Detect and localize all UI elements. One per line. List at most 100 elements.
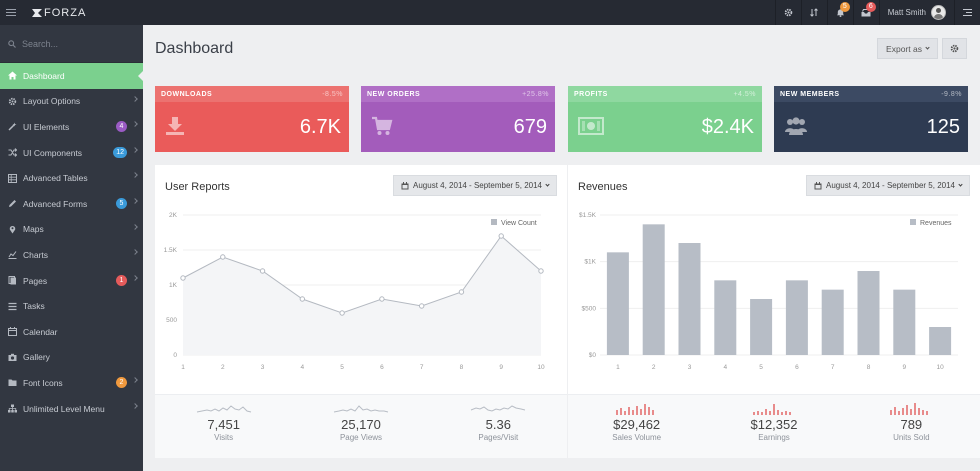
sidebar-toggle-button[interactable] xyxy=(0,0,22,25)
bar[interactable] xyxy=(929,327,952,355)
stat-card-header: PROFITS +4.5% xyxy=(568,86,762,102)
gear-icon xyxy=(784,8,793,17)
sidebar-badge: 1 xyxy=(116,274,127,286)
messages-button[interactable]: 6 xyxy=(852,0,879,25)
tasks-icon xyxy=(8,302,17,311)
downloads-card[interactable]: DOWNLOADS -8.5% 6.7K xyxy=(155,86,349,152)
stat-card-body: 6.7K xyxy=(155,102,349,152)
sidebar-item-label: Unlimited Level Menu xyxy=(23,403,105,414)
map-marker-icon xyxy=(8,225,17,234)
data-point[interactable] xyxy=(180,275,186,281)
data-point[interactable] xyxy=(339,310,345,316)
sidebar-item-ui-elements[interactable]: UI Elements 4 xyxy=(0,114,143,140)
stat-card-body: 679 xyxy=(361,102,555,152)
messages-badge: 6 xyxy=(865,2,876,12)
data-point[interactable] xyxy=(418,303,425,309)
sidebar-item-dashboard[interactable]: Dashboard xyxy=(0,63,144,89)
user-menu[interactable]: Matt Smith xyxy=(878,0,954,25)
stat-card-header: NEW MEMBERS -9.8% xyxy=(774,86,968,102)
data-point[interactable] xyxy=(259,268,266,274)
chevron-down-icon xyxy=(958,182,963,187)
cart-icon xyxy=(371,116,393,139)
notifications-button[interactable]: 5 xyxy=(826,0,853,25)
x-tick-label: 4 xyxy=(723,364,727,371)
bar[interactable] xyxy=(714,280,737,355)
settings-gear-button[interactable] xyxy=(942,38,967,59)
sidebar-item-label: Tasks xyxy=(23,301,45,312)
earnings-value: $12,352 xyxy=(750,417,798,432)
logo-mark-icon xyxy=(32,8,42,17)
search-input[interactable]: Search... xyxy=(22,38,59,49)
sidebar-item-advanced-tables[interactable]: Advanced Tables xyxy=(0,165,143,191)
page-views-stat: 25,170 Page Views xyxy=(292,395,429,458)
sidebar-badge: 5 xyxy=(116,197,127,209)
new-orders-card[interactable]: NEW ORDERS +25.8% 679 xyxy=(361,86,555,152)
bar-sparkline-icon xyxy=(752,404,791,415)
user-reports-date-range: August 4, 2014 - September 5, 2014 xyxy=(413,181,542,190)
sidebar-search[interactable]: Search... xyxy=(0,25,143,63)
sidebar-item-unlimited-level-menu[interactable]: Unlimited Level Menu xyxy=(0,396,143,422)
data-point[interactable] xyxy=(299,296,306,302)
data-point[interactable] xyxy=(538,268,544,274)
data-point[interactable] xyxy=(498,233,504,239)
logo[interactable]: FORZA xyxy=(32,7,86,19)
x-tick-label: 2 xyxy=(652,364,656,371)
chevron-right-icon xyxy=(132,146,138,153)
pages-icon xyxy=(8,276,17,285)
profits-card[interactable]: PROFITS +4.5% $2.4K xyxy=(568,86,762,152)
right-panel-toggle-button[interactable] xyxy=(954,0,980,25)
y-tick-label: $1.5K xyxy=(579,212,597,219)
bar[interactable] xyxy=(821,289,844,355)
settings-button[interactable] xyxy=(774,0,801,25)
bar[interactable] xyxy=(750,299,773,355)
bar[interactable] xyxy=(785,280,808,355)
sidebar-item-charts[interactable]: Charts xyxy=(0,242,143,268)
download-icon xyxy=(165,116,185,139)
sidebar-item-calendar[interactable]: Calendar xyxy=(0,319,143,345)
sidebar-item-maps[interactable]: Maps xyxy=(0,217,143,243)
notifications-badge: 5 xyxy=(839,2,850,12)
bar[interactable] xyxy=(606,252,629,355)
x-tick-label: 1 xyxy=(181,364,185,371)
sidebar-item-gallery[interactable]: Gallery xyxy=(0,345,143,371)
export-button[interactable]: Export as xyxy=(877,38,938,59)
sidebar-item-label: UI Elements xyxy=(23,121,70,132)
sidebar-item-pages[interactable]: Pages 1 xyxy=(0,268,143,294)
x-tick-label: 10 xyxy=(537,364,545,371)
new-members-card[interactable]: NEW MEMBERS -9.8% 125 xyxy=(774,86,968,152)
legend-swatch xyxy=(910,219,916,225)
legend-label: View Count xyxy=(501,220,537,227)
bar[interactable] xyxy=(642,224,665,355)
sales-volume-value: $29,462 xyxy=(613,417,661,432)
chevron-right-icon xyxy=(132,121,138,128)
chevron-right-icon xyxy=(132,402,138,409)
earnings-stat: $12,352 Earnings xyxy=(705,395,842,458)
sort-button[interactable] xyxy=(800,0,827,25)
y-tick-label: $500 xyxy=(582,305,597,312)
bar[interactable] xyxy=(893,289,916,355)
sidebar-item-label: Advanced Forms xyxy=(23,198,88,209)
data-point[interactable] xyxy=(458,289,465,295)
sidebar-item-label: Layout Options xyxy=(23,96,81,107)
sidebar-item-label: Pages xyxy=(23,275,48,286)
table-icon xyxy=(8,173,17,183)
align-right-icon xyxy=(963,9,972,16)
wand-icon xyxy=(8,122,17,132)
revenues-date-range-button[interactable]: August 4, 2014 - September 5, 2014 xyxy=(806,175,970,196)
bar[interactable] xyxy=(857,271,880,355)
sidebar-item-advanced-forms[interactable]: Advanced Forms 5 xyxy=(0,191,143,217)
data-point[interactable] xyxy=(220,254,226,260)
stat-label: NEW ORDERS xyxy=(367,90,421,98)
x-tick-label: 8 xyxy=(460,364,464,371)
bar[interactable] xyxy=(678,243,701,355)
sidebar-item-tasks[interactable]: Tasks xyxy=(0,293,143,319)
x-tick-label: 5 xyxy=(759,364,763,371)
user-reports-date-range-button[interactable]: August 4, 2014 - September 5, 2014 xyxy=(393,175,557,196)
data-point[interactable] xyxy=(379,296,385,302)
sort-icon xyxy=(810,8,819,17)
sidebar-item-ui-components[interactable]: UI Components 12 xyxy=(0,140,143,166)
sidebar-badge: 4 xyxy=(116,121,127,133)
chevron-right-icon xyxy=(132,95,138,102)
sidebar-item-font-icons[interactable]: Font Icons 2 xyxy=(0,370,143,396)
sidebar-item-layout-options[interactable]: Layout Options xyxy=(0,89,143,115)
